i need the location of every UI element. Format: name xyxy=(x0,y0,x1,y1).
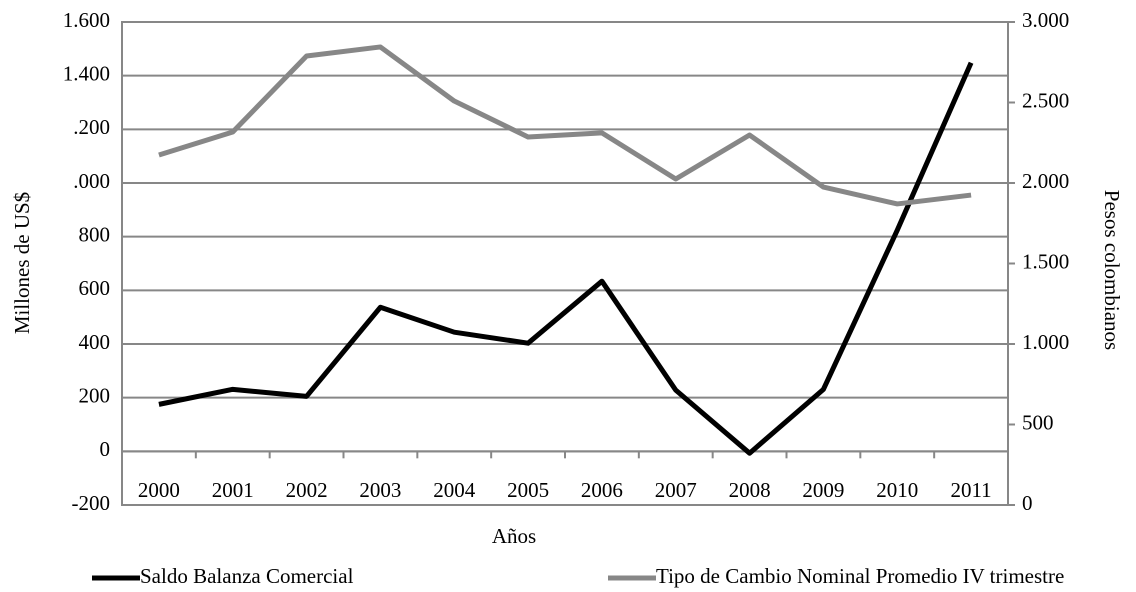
y-tick-label: 800 xyxy=(79,222,111,246)
x-tick-label: 2008 xyxy=(729,478,771,502)
y-tick-label: 0 xyxy=(100,437,111,461)
y2-tick-label: 2.000 xyxy=(1022,169,1069,193)
y2-tick-label: 500 xyxy=(1022,410,1054,434)
y2-tick-label: 2.500 xyxy=(1022,88,1069,112)
x-tick-label: 2005 xyxy=(507,478,549,502)
y-tick-label: 200 xyxy=(79,383,111,407)
plot-border xyxy=(121,21,1009,506)
x-tick-label: 2007 xyxy=(655,478,697,502)
series-line xyxy=(158,44,972,207)
series-line xyxy=(158,61,974,456)
x-tick-label: 2002 xyxy=(286,478,328,502)
y-tick-label: 1.400 xyxy=(63,61,110,85)
y-axis-label: Millones de US$ xyxy=(10,192,34,334)
y-tick-label: 1.600 xyxy=(63,8,110,32)
y-tick-label: 600 xyxy=(79,276,111,300)
y2-tick-label: 1.500 xyxy=(1022,249,1069,273)
y-tick-label: 400 xyxy=(79,330,111,354)
x-axis-label: Años xyxy=(492,524,536,548)
legend-label: Saldo Balanza Comercial xyxy=(140,564,354,588)
x-tick-label: 2009 xyxy=(802,478,844,502)
y-tick-label: .200 xyxy=(73,115,110,139)
x-tick-label: 2011 xyxy=(950,478,991,502)
y2-tick-label: 0 xyxy=(1022,491,1033,515)
y2-tick-label: 1.000 xyxy=(1022,330,1069,354)
y2-tick-label: 3.000 xyxy=(1022,8,1069,32)
y-tick-label: .000 xyxy=(73,169,110,193)
x-tick-label: 2004 xyxy=(433,478,476,502)
x-tick-label: 2001 xyxy=(212,478,254,502)
x-tick-label: 2003 xyxy=(359,478,401,502)
legend-label: Tipo de Cambio Nominal Promedio IV trime… xyxy=(656,564,1064,588)
x-tick-label: 2006 xyxy=(581,478,623,502)
y-tick-label: -200 xyxy=(72,491,111,515)
y2-axis-label: Pesos colombianos xyxy=(1100,190,1124,350)
x-tick-label: 2000 xyxy=(138,478,180,502)
x-tick-label: 2010 xyxy=(876,478,918,502)
